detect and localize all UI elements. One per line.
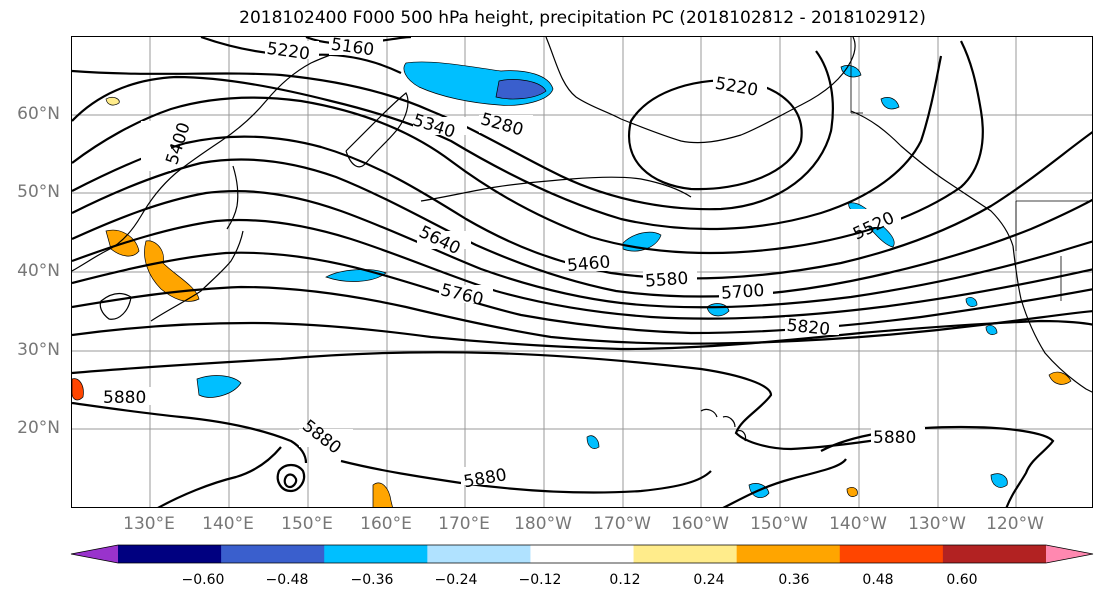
lon-label-170e: 170°E xyxy=(438,514,490,534)
contour-5880-north xyxy=(72,351,912,451)
colorbar-segment xyxy=(324,545,428,563)
precip-mid-neg1 xyxy=(325,269,387,282)
precip-small-pos2 xyxy=(846,487,858,497)
coast-aleutians xyxy=(420,176,692,202)
precip-japan-pos2 xyxy=(144,240,200,302)
coast-west-us xyxy=(1012,245,1092,393)
contour-label-5460: 5460 xyxy=(566,252,611,276)
lon-label-160e: 160°E xyxy=(360,514,412,534)
contour-5280 xyxy=(72,50,834,211)
lon-label-160w: 160°W xyxy=(671,514,729,534)
lon-label-130e: 130°E xyxy=(123,514,175,534)
lon-label-150w: 150°W xyxy=(750,514,808,534)
contour-5400 xyxy=(72,40,984,255)
colorbar-tick: 0.12 xyxy=(609,572,641,588)
precip-west-pos xyxy=(72,378,84,401)
coast-korea xyxy=(99,292,132,320)
contour-5760 xyxy=(72,285,1092,345)
contour-5940-ring-inner xyxy=(283,473,298,489)
contour-5880-se xyxy=(340,459,712,494)
colorbar-tick: −0.60 xyxy=(181,572,225,588)
colorbar-extend-high xyxy=(1046,545,1093,563)
coast-sakhalin xyxy=(226,165,239,230)
map-canvas: 5160 5220 5400 5340 5280 5220 5520 5640 … xyxy=(72,37,1092,507)
coast-bc xyxy=(850,110,1014,247)
contour-label-5160: 5160 xyxy=(330,37,376,60)
contour-label-5880-west: 5880 xyxy=(103,388,146,408)
colorbar xyxy=(70,544,1094,564)
colorbar-tick: 0.36 xyxy=(778,572,810,588)
contour-5640 xyxy=(72,218,1092,320)
colorbar-tick: 0.24 xyxy=(693,572,725,588)
precip-small-neg xyxy=(586,435,600,449)
precip-mex-pos xyxy=(1048,371,1072,385)
coastlines xyxy=(72,37,1092,442)
precip-south-pos xyxy=(372,482,393,507)
lon-label-140e: 140°E xyxy=(202,514,254,534)
boundaries xyxy=(850,37,1092,301)
precip-bering-core xyxy=(495,79,547,100)
colorbar-tick: −0.12 xyxy=(518,572,562,588)
precip-small-neg3 xyxy=(985,325,998,335)
contour-5220-low xyxy=(628,79,803,191)
lon-label-180w: 180°W xyxy=(514,514,572,534)
contour-label-5580: 5580 xyxy=(644,269,689,292)
contour-5820 xyxy=(72,319,1092,351)
precip-se-neg xyxy=(990,473,1008,488)
precip-can-neg xyxy=(880,97,900,110)
lon-label-130w: 130°W xyxy=(908,514,966,534)
colorbar-segment xyxy=(221,545,325,563)
lat-label-50n: 50°N xyxy=(17,182,60,202)
colorbar-segment xyxy=(633,545,738,563)
precip-mid-neg3 xyxy=(706,303,730,317)
contour-label-5880-south: 5880 xyxy=(298,416,344,458)
contour-5880-south xyxy=(72,401,308,464)
colorbar-tick: −0.48 xyxy=(265,572,309,588)
lat-label-60n: 60°N xyxy=(17,104,60,124)
lat-label-20n: 20°N xyxy=(17,418,60,438)
colorbar-segment xyxy=(839,545,944,563)
colorbar-segment xyxy=(942,545,1047,563)
colorbar-segment xyxy=(427,545,531,563)
colorbar-segment xyxy=(118,545,222,563)
contour-label-5820: 5820 xyxy=(786,316,831,340)
contour-5460 xyxy=(72,131,1092,280)
colorbar-extend-low xyxy=(71,545,118,563)
lon-label-170w: 170°W xyxy=(593,514,651,534)
colorbar-tick: 0.48 xyxy=(862,572,894,588)
precip-small-pos xyxy=(105,97,120,106)
map-title: 2018102400 F000 500 hPa height, precipit… xyxy=(239,8,926,28)
contour-label-5880-ep: 5880 xyxy=(873,428,916,448)
colorbar-tick: 0.60 xyxy=(946,572,978,588)
map-panel: 5160 5220 5400 5340 5280 5220 5520 5640 … xyxy=(71,36,1093,508)
contour-5700 xyxy=(72,251,1092,335)
lon-label-150e: 150°E xyxy=(281,514,333,534)
lat-label-30n: 30°N xyxy=(17,340,60,360)
contour-5880-south2 xyxy=(157,446,282,507)
contour-label-5700: 5700 xyxy=(720,281,765,304)
coast-asia xyxy=(72,46,354,272)
contour-5340 xyxy=(72,55,943,231)
precip-sub-neg xyxy=(196,375,242,398)
height-contours xyxy=(72,37,1092,507)
colorbar-segment xyxy=(530,545,635,563)
colorbar-segments xyxy=(71,545,1093,563)
graticule xyxy=(72,37,1092,507)
contour-5580 xyxy=(72,189,1092,309)
coast-japan xyxy=(150,230,244,322)
contour-5940-ring xyxy=(276,463,306,493)
colorbar-tick: −0.24 xyxy=(434,572,478,588)
coast-alaska xyxy=(545,37,856,144)
colorbar-tick: −0.36 xyxy=(350,572,394,588)
lat-label-40n: 40°N xyxy=(17,261,60,281)
lon-label-120w: 120°W xyxy=(986,514,1044,534)
precip-small-neg2 xyxy=(965,297,978,307)
contour-5880-eq xyxy=(722,458,847,507)
lon-label-140w: 140°W xyxy=(829,514,887,534)
contour-5520 xyxy=(72,158,1092,298)
colorbar-segment xyxy=(736,545,841,563)
coast-kamchatka xyxy=(345,92,409,168)
